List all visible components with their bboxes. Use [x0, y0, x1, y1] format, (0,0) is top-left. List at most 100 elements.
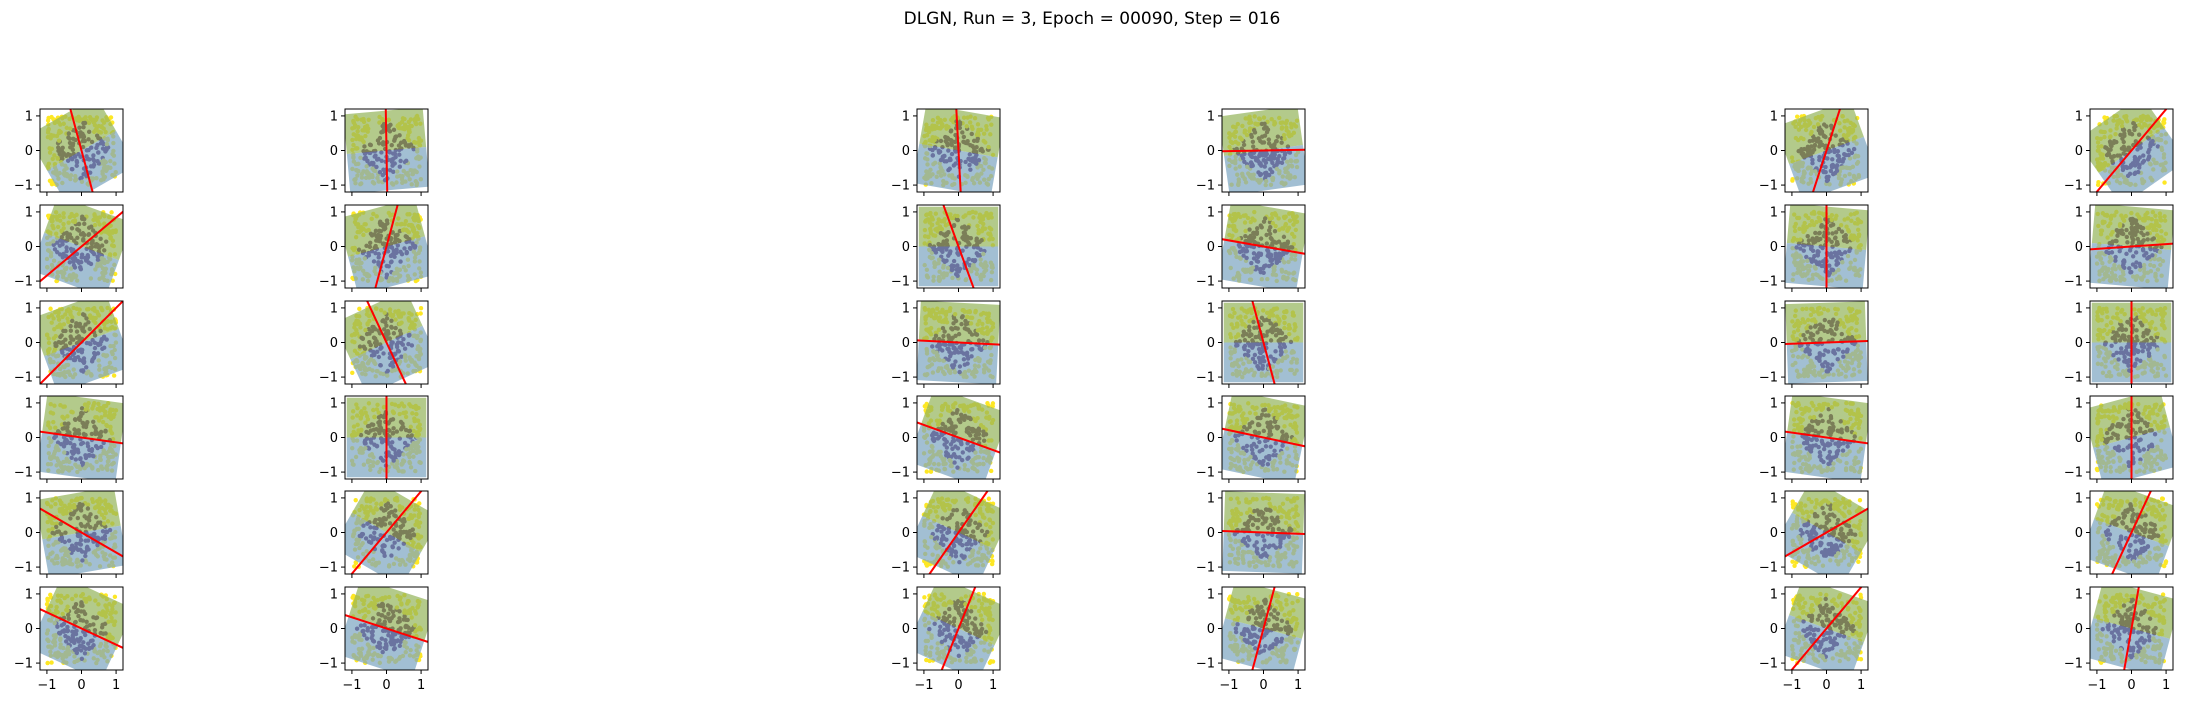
y-tick-label: 0 [330, 336, 338, 351]
region-negative [348, 236, 428, 288]
region-positive [1223, 302, 1304, 343]
region-positive [918, 301, 1000, 345]
region-negative [917, 143, 998, 192]
y-tick-label: 1 [902, 205, 910, 220]
y-tick-label: 0 [25, 336, 33, 351]
region-positive [1222, 109, 1303, 157]
region-positive [40, 301, 119, 357]
data-point [111, 373, 117, 378]
subplot-0-1: −101 [319, 108, 429, 196]
decision-boundary [69, 109, 94, 192]
decision-boundary [40, 301, 123, 384]
subplot-1-4: −1 0 1 [1759, 204, 1869, 292]
region-negative [1224, 144, 1305, 192]
region-negative [40, 232, 119, 288]
y-tick-label: 0 [902, 144, 910, 159]
y-tick-label: 1 [25, 109, 33, 124]
y-tick-label: −1 [14, 275, 33, 290]
region-negative [2090, 243, 2172, 288]
y-tick-label: 0 [1770, 240, 1778, 255]
decision-boundary [1222, 148, 1305, 153]
subplot-1-0: −101 [14, 204, 124, 292]
region-negative [346, 147, 428, 192]
data-point [108, 115, 114, 120]
region-positive [40, 109, 116, 171]
data-point [1790, 177, 1795, 182]
y-tick-label: −1 [891, 179, 910, 194]
y-tick-label: 1 [2075, 109, 2083, 124]
y-tick-label: 0 [25, 144, 33, 159]
y-tick-label: 1 [330, 109, 338, 124]
region-positive [1786, 205, 1868, 250]
y-tick-label: 0 [1207, 336, 1215, 351]
subplot-1-5: −101 [2064, 204, 2174, 292]
region-positive [1224, 205, 1305, 254]
decision-boundary [384, 109, 389, 192]
region-positive [345, 109, 427, 154]
subplot-2-4: −101 [1759, 300, 1869, 388]
subplot-2-2: −101 [891, 300, 1001, 388]
y-tick-label: 1 [2075, 205, 2083, 220]
y-tick-label: 0 [2075, 336, 2083, 351]
y-tick-label: 0 [2075, 144, 2083, 159]
decision-boundary [2090, 242, 2173, 251]
data-point [48, 306, 53, 311]
data-point [46, 115, 51, 121]
data-point [357, 306, 362, 312]
region-negative [1786, 341, 1868, 384]
y-tick-label: 0 [1770, 144, 1778, 159]
decision-boundary [40, 210, 123, 283]
subplot-grid: −1 0 1 −1 0 1 −1 0 1 −1 0 1 −1 0 1 −1 0 1 −1 0 1 −1 0 1 −1 0 1 −1 0 1… [14, 108, 2174, 693]
y-tick-label: −1 [1196, 275, 1215, 290]
subplot-0-0: −1 0 1 [14, 108, 124, 196]
y-tick-label: 1 [2075, 301, 2083, 316]
subplot-2-3: −1 0 1 [1196, 300, 1306, 388]
figure-title: DLGN, Run = 3, Epoch = 00090, Step = 016 [904, 9, 1281, 29]
region-positive [2091, 205, 2173, 250]
y-tick-label: 1 [1207, 109, 1215, 124]
region-negative [917, 340, 999, 384]
y-tick-label: 1 [25, 205, 33, 220]
y-tick-label: −1 [1196, 179, 1215, 194]
y-tick-label: −1 [891, 371, 910, 386]
y-tick-label: 1 [1770, 109, 1778, 124]
decision-boundary [1811, 109, 1842, 192]
y-tick-label: 1 [1770, 205, 1778, 220]
y-tick-label: −1 [2064, 371, 2083, 386]
data-point [418, 306, 424, 311]
decision-boundary [917, 339, 1000, 346]
data-point [1795, 114, 1800, 119]
decision-boundary [366, 301, 407, 384]
subplot-0-2: −101 [891, 108, 1001, 196]
y-tick-label: 0 [1770, 336, 1778, 351]
data-point [2096, 179, 2101, 185]
y-tick-label: −1 [14, 179, 33, 194]
region-positive [1785, 301, 1867, 344]
decision-boundary [1222, 238, 1305, 255]
y-tick-label: 0 [330, 240, 338, 255]
region-positive [44, 205, 123, 261]
y-tick-label: −1 [319, 179, 338, 194]
subplot-2-5: −1 0 1 [2064, 300, 2174, 388]
y-tick-label: −1 [1759, 275, 1778, 290]
decision-boundary [2095, 109, 2168, 192]
data-point [350, 370, 355, 376]
subplot-0-3: −1 0 1 [1196, 108, 1306, 196]
y-tick-label: −1 [1196, 371, 1215, 386]
data-point [2162, 180, 2167, 185]
y-tick-label: −1 [2064, 275, 2083, 290]
data-point [109, 210, 114, 215]
region-positive [918, 206, 999, 247]
y-tick-label: −1 [1759, 179, 1778, 194]
subplot-0-4: −1 0 1 [1759, 108, 1869, 196]
region-positive [919, 109, 1000, 158]
y-tick-label: −1 [891, 275, 910, 290]
data-point [49, 180, 54, 185]
y-tick-label: 0 [1207, 144, 1215, 159]
subplot-1-3: −101 [1196, 204, 1306, 292]
y-tick-label: 0 [902, 336, 910, 351]
data-point [418, 311, 423, 316]
y-tick-label: 1 [1207, 301, 1215, 316]
region-positive [1785, 109, 1864, 165]
